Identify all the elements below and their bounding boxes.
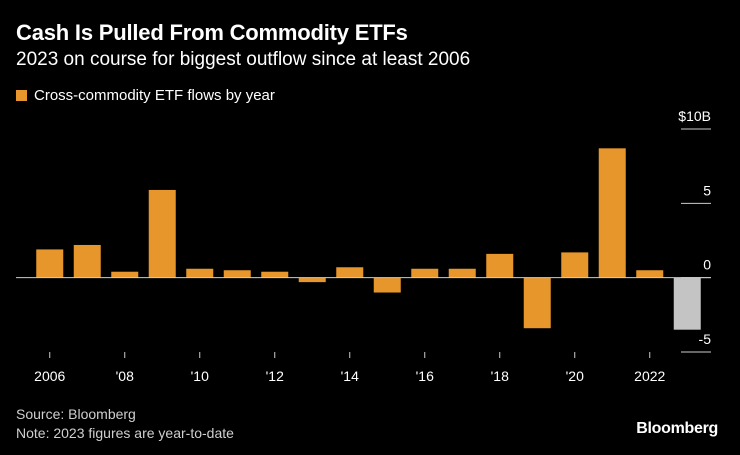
bar-2009 (148, 189, 176, 278)
x-tick-label: '18 (491, 368, 509, 384)
x-tick-label: '12 (266, 368, 284, 384)
legend: Cross-commodity ETF flows by year (16, 87, 275, 104)
source-text: Source: Bloomberg (16, 406, 136, 422)
x-tick-label: 2022 (634, 368, 665, 384)
bar-2013 (298, 277, 326, 283)
bar-2022 (636, 270, 664, 278)
bloomberg-logo: Bloomberg (636, 420, 718, 437)
y-tick-label: -5 (699, 331, 712, 347)
x-tick-label: '20 (566, 368, 584, 384)
bar-2006 (36, 249, 64, 278)
bar-2016 (411, 268, 439, 278)
bar-2014 (336, 267, 364, 278)
bar-2019 (523, 277, 551, 329)
legend-swatch (16, 90, 27, 101)
bar-2008 (111, 271, 139, 278)
x-tick-label: '16 (416, 368, 434, 384)
bar-2012 (261, 271, 289, 278)
bar-2020 (561, 252, 589, 278)
bar-2021 (598, 148, 626, 278)
x-tick-label: '08 (116, 368, 134, 384)
bar-2010 (186, 268, 214, 278)
note-text: Note: 2023 figures are year-to-date (16, 425, 234, 441)
x-tick-label: 2006 (34, 368, 65, 384)
chart-title: Cash Is Pulled From Commodity ETFs (16, 20, 408, 45)
legend-label: Cross-commodity ETF flows by year (34, 87, 275, 104)
bar-2023 (673, 277, 701, 330)
x-tick-label: '14 (341, 368, 359, 384)
bar-2007 (73, 244, 101, 278)
bar-2018 (486, 253, 514, 278)
y-tick-label: $10B (678, 108, 711, 124)
y-tick-label: 5 (703, 182, 711, 198)
bar-2015 (373, 277, 401, 293)
chart-subtitle: 2023 on course for biggest outflow since… (16, 49, 471, 70)
bar-2017 (448, 268, 476, 278)
y-tick-label: 0 (703, 257, 711, 273)
bar-2011 (223, 270, 251, 278)
x-tick-label: '10 (191, 368, 209, 384)
